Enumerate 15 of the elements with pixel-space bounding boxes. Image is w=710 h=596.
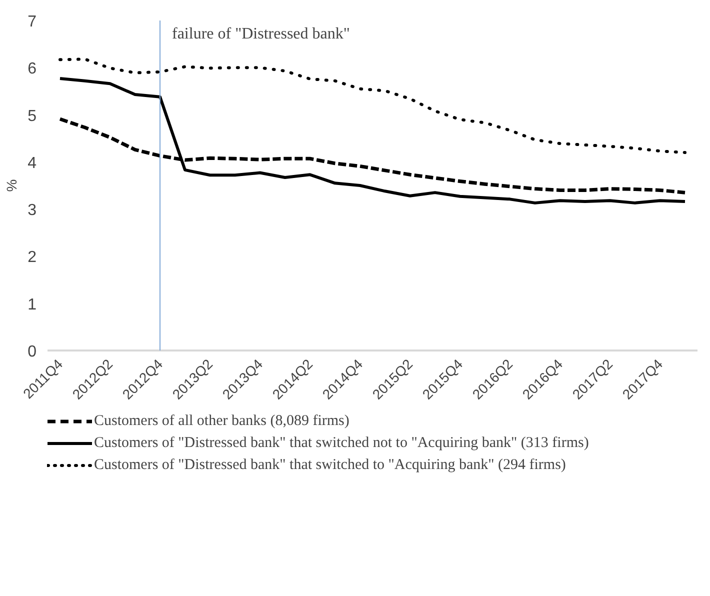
y-tick-label: 4 (28, 154, 37, 172)
ref-line-label: failure of "Distressed bank" (172, 26, 350, 42)
line-series (58, 58, 686, 154)
y-tick-label: 3 (28, 202, 37, 220)
legend-label: Customers of "Distressed bank" that switched not to "Acquiring bank" (313 firms) (94, 434, 589, 452)
y-tick-label: 5 (28, 108, 37, 125)
legend-label: Customers of "Distressed bank" that switched to "Acquiring bank" (294 firms) (94, 456, 566, 474)
y-tick-label: 1 (28, 296, 37, 314)
legend-label: Customers of all other banks (8,089 firms) (94, 412, 350, 430)
y-tick-label: 7 (28, 14, 37, 30)
y-axis-title: % (4, 179, 20, 192)
line-series (58, 76, 686, 204)
y-tick-label: 2 (28, 249, 37, 266)
y-tick-label: 6 (28, 60, 37, 78)
y-tick-label: 0 (28, 344, 37, 360)
